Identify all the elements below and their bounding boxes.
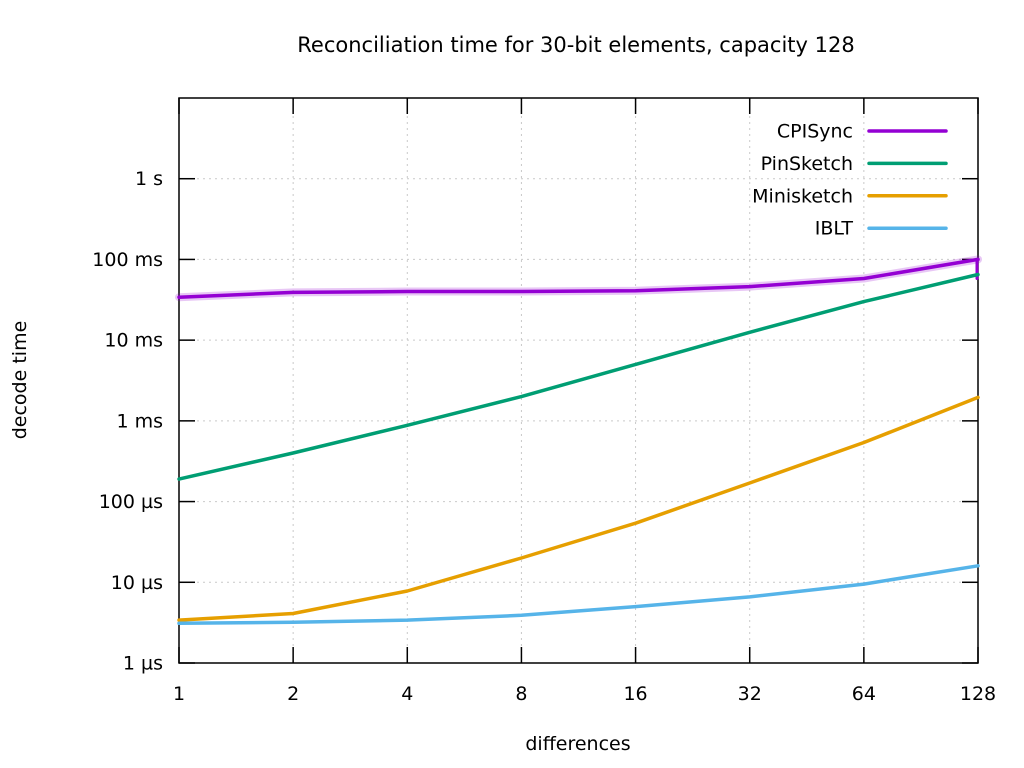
grid-layer	[179, 98, 978, 663]
x-axis-label: differences	[525, 733, 630, 755]
y-tick-label: 1 µs	[123, 653, 163, 675]
legend-label-iblt: IBLT	[815, 218, 854, 240]
series-line-cpisync	[177, 257, 980, 299]
y-axis-label: decode time	[9, 321, 31, 440]
legend-label-minisketch: Minisketch	[752, 185, 853, 207]
series-line-minisketch	[177, 395, 980, 622]
y-tick-label: 100 ms	[92, 249, 163, 271]
legend-item-minisketch: Minisketch	[752, 185, 948, 207]
y-tick-label: 1 ms	[116, 410, 163, 432]
series-line-pinsketch	[177, 272, 980, 481]
y-tick-label: 100 µs	[99, 491, 163, 513]
legend: CPISync PinSketch Minisketch IBLT	[752, 121, 948, 240]
y-tick-label: 1 s	[135, 168, 163, 190]
x-tick-label: 2	[287, 683, 299, 705]
series-layer	[175, 255, 982, 626]
legend-label-cpisync: CPISync	[777, 121, 853, 143]
legend-item-pinsketch: PinSketch	[761, 153, 948, 175]
x-tick-label: 8	[515, 683, 527, 705]
x-tick-label: 1	[173, 683, 185, 705]
chart-title: Reconciliation time for 30-bit elements,…	[297, 33, 854, 57]
legend-item-cpisync: CPISync	[777, 121, 948, 143]
legend-label-pinsketch: PinSketch	[761, 153, 853, 175]
y-tick-label: 10 µs	[111, 572, 163, 594]
x-tick-label: 16	[623, 683, 647, 705]
series-line-iblt	[177, 564, 980, 626]
tick-label-layer: 1 2 4 8 16 32 64 128 1 µs 10 µs 100 µs 1 ms 10 ms 100…	[92, 168, 996, 705]
plot-border	[178, 97, 979, 664]
x-tick-label: 64	[852, 683, 876, 705]
x-tick-label: 128	[960, 683, 996, 705]
legend-item-iblt: IBLT	[815, 218, 948, 240]
x-tick-label: 4	[401, 683, 413, 705]
y-tick-label: 10 ms	[104, 330, 163, 352]
x-tick-label: 32	[738, 683, 762, 705]
